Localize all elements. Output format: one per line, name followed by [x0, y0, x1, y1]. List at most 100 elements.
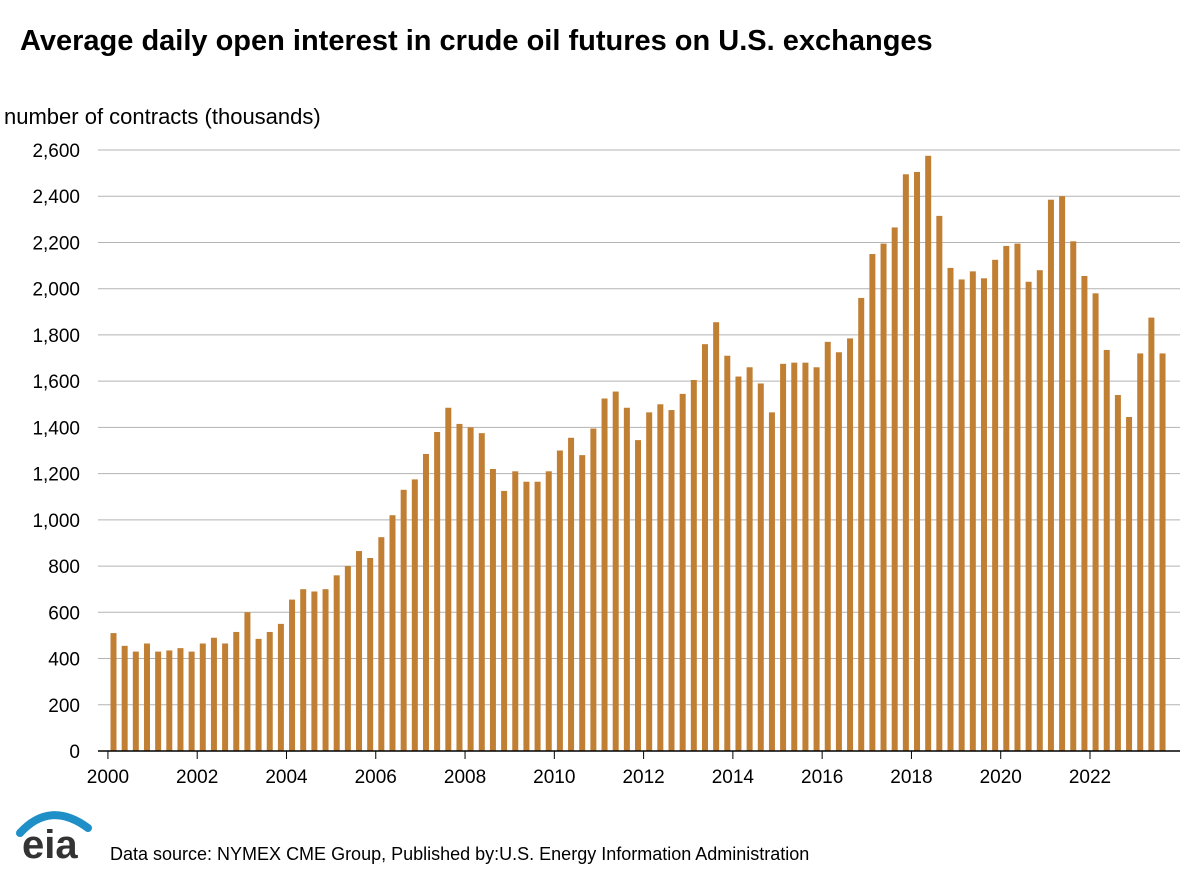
bar: [210, 637, 217, 751]
bar: [1003, 245, 1010, 751]
bar: [1103, 349, 1110, 751]
y-tick-label: 2,400: [32, 187, 80, 208]
bar: [646, 412, 653, 751]
bar: [858, 297, 865, 751]
bar: [612, 391, 619, 751]
bar: [657, 404, 664, 751]
y-tick-label: 0: [69, 742, 80, 763]
bar: [322, 589, 329, 751]
bar: [289, 599, 296, 751]
bar: [869, 254, 876, 751]
bar: [489, 468, 496, 751]
chart-title: Average daily open interest in crude oil…: [20, 25, 933, 57]
bar: [679, 393, 686, 751]
bar: [936, 215, 943, 751]
bar: [411, 479, 418, 751]
bar: [735, 376, 742, 751]
y-tick-label: 1,800: [32, 326, 80, 347]
bar: [1025, 281, 1032, 751]
bar: [1148, 317, 1155, 751]
bars: [110, 155, 1166, 752]
bar: [1081, 275, 1088, 751]
bar: [902, 174, 909, 751]
bar: [277, 623, 284, 751]
bar: [132, 651, 139, 751]
bar: [891, 227, 898, 751]
bar: [590, 428, 597, 751]
bar: [188, 651, 195, 751]
bar: [400, 489, 407, 751]
bar: [143, 643, 150, 751]
bar: [300, 589, 307, 751]
bar: [791, 362, 798, 751]
bar: [344, 566, 351, 751]
bar: [1137, 353, 1144, 751]
y-axis-ticks: 0 200 400 600 800 1,000 1,200 1,400 1,600 1,800 2,…: [32, 141, 80, 763]
y-tick-label: 2,000: [32, 280, 80, 301]
bar: [389, 515, 396, 751]
bar: [690, 380, 697, 751]
bar: [835, 352, 842, 751]
bar: [780, 363, 787, 751]
x-tick-label: 2020: [980, 767, 1022, 788]
bar: [914, 171, 921, 751]
bar: [177, 648, 184, 751]
x-tick-label: 2014: [712, 767, 755, 788]
x-tick-label: 2016: [801, 767, 843, 788]
bar: [422, 453, 429, 751]
bar: [434, 432, 441, 751]
y-tick-label: 800: [48, 557, 80, 578]
bar: [746, 367, 753, 751]
bar: [701, 344, 708, 751]
bar: [356, 551, 363, 751]
bar: [568, 437, 575, 751]
x-tick-label: 2002: [176, 767, 218, 788]
bar: [367, 557, 374, 751]
x-tick-label: 2004: [265, 767, 308, 788]
bar: [947, 267, 954, 751]
bar: [501, 490, 508, 751]
eia-logo: eia: [16, 811, 92, 867]
y-tick-label: 1,200: [32, 465, 80, 486]
bar: [534, 481, 541, 751]
bar: [1159, 353, 1166, 751]
bar: [333, 575, 340, 751]
bar: [155, 651, 162, 751]
bar: [824, 341, 831, 751]
bar: [1114, 395, 1121, 751]
bar: [992, 259, 999, 751]
bar: [1036, 270, 1043, 751]
bar: [969, 271, 976, 751]
bar: [925, 155, 932, 751]
y-tick-label: 400: [48, 650, 80, 671]
x-tick-label: 2000: [87, 767, 129, 788]
bar: [601, 398, 608, 751]
x-tick-label: 2022: [1069, 767, 1111, 788]
logo-arc-icon: [16, 811, 92, 837]
bar: [266, 631, 273, 751]
bar: [478, 433, 485, 751]
y-axis-label: number of contracts (thousands): [4, 104, 321, 129]
bar: [1126, 416, 1133, 751]
bar: [233, 631, 240, 751]
bar: [668, 410, 675, 751]
bar: [545, 471, 552, 751]
bar: [847, 338, 854, 751]
bar: [623, 407, 630, 751]
y-tick-label: 1,000: [32, 511, 80, 532]
bar: [1059, 196, 1066, 752]
bar: [1047, 199, 1054, 751]
bar: [166, 650, 173, 751]
bar: [724, 355, 731, 751]
bar: [958, 279, 965, 751]
bar: [813, 367, 820, 751]
bar: [635, 440, 642, 751]
bar: [445, 407, 452, 751]
bar: [244, 612, 251, 751]
bar: [121, 645, 128, 751]
bar: [311, 591, 318, 751]
x-tick-label: 2012: [622, 767, 664, 788]
x-tick-label: 2010: [533, 767, 575, 788]
y-tick-label: 2,200: [32, 233, 80, 254]
